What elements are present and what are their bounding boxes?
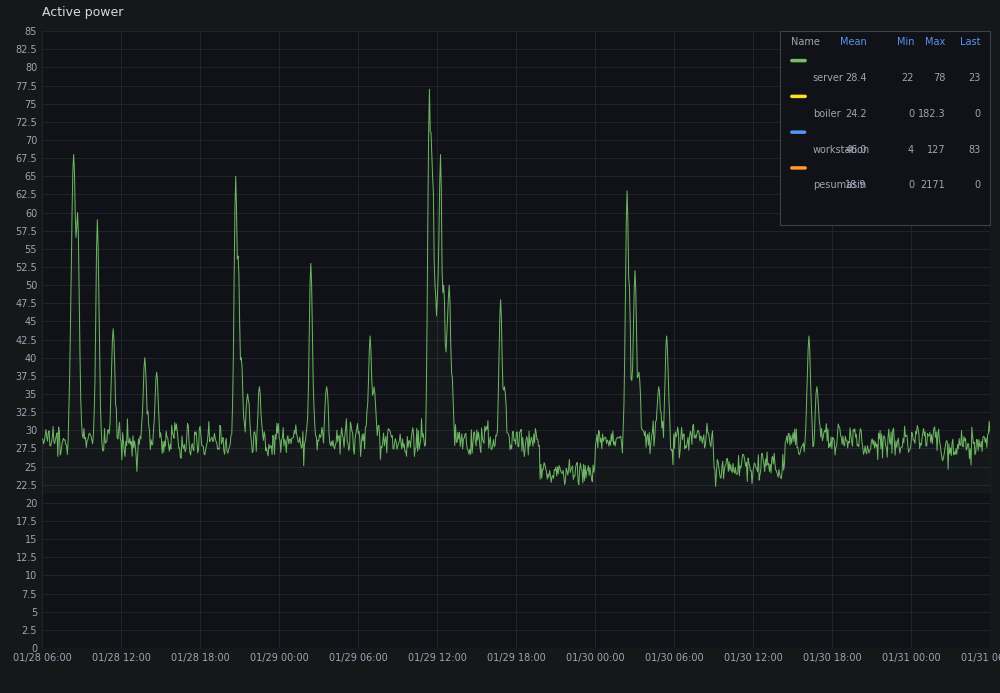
Text: 2171: 2171	[921, 180, 945, 191]
Text: 0: 0	[908, 180, 914, 191]
Text: Max: Max	[925, 37, 945, 47]
Text: 46.0: 46.0	[845, 145, 867, 155]
Text: 127: 127	[927, 145, 945, 155]
Text: Last: Last	[960, 37, 981, 47]
Text: Name: Name	[791, 37, 820, 47]
Text: 24.2: 24.2	[845, 109, 867, 119]
Text: 22: 22	[902, 73, 914, 83]
Text: 18.9: 18.9	[845, 180, 867, 191]
Text: workstation: workstation	[813, 145, 870, 155]
Text: workstation: workstation	[813, 145, 870, 155]
Text: Mean: Mean	[840, 37, 867, 47]
Text: 0: 0	[974, 180, 981, 191]
Text: 28.4: 28.4	[845, 73, 867, 83]
Text: 23: 23	[968, 73, 981, 83]
Text: 22: 22	[902, 73, 914, 83]
Text: 78: 78	[933, 73, 945, 83]
Text: pesumasin: pesumasin	[813, 180, 866, 191]
Text: 4: 4	[908, 145, 914, 155]
Text: 182.3: 182.3	[918, 109, 945, 119]
Text: 0: 0	[908, 109, 914, 119]
Text: server: server	[813, 73, 844, 83]
Text: 0: 0	[974, 109, 981, 119]
Text: 24.2: 24.2	[845, 109, 867, 119]
Text: Name: Name	[791, 37, 820, 47]
Text: 78: 78	[933, 73, 945, 83]
Bar	[780, 31, 990, 225]
Text: 46.0: 46.0	[845, 145, 867, 155]
Text: pesumasin: pesumasin	[813, 180, 866, 191]
Text: Last: Last	[960, 37, 981, 47]
Text: boiler: boiler	[813, 109, 840, 119]
Text: Mean: Mean	[840, 37, 867, 47]
Text: Min: Min	[897, 37, 914, 47]
Text: 23: 23	[968, 73, 981, 83]
Text: 18.9: 18.9	[845, 180, 867, 191]
Text: 83: 83	[968, 145, 981, 155]
Text: boiler: boiler	[813, 109, 840, 119]
Text: 0: 0	[908, 109, 914, 119]
Text: Active power: Active power	[42, 6, 123, 19]
Text: Max: Max	[925, 37, 945, 47]
Text: 2171: 2171	[921, 180, 945, 191]
Text: 83: 83	[968, 145, 981, 155]
Text: server: server	[813, 73, 844, 83]
Text: 4: 4	[908, 145, 914, 155]
Text: 182.3: 182.3	[918, 109, 945, 119]
Text: 127: 127	[927, 145, 945, 155]
Text: 28.4: 28.4	[845, 73, 867, 83]
Text: 0: 0	[974, 109, 981, 119]
Text: 0: 0	[908, 180, 914, 191]
Text: 0: 0	[974, 180, 981, 191]
Text: Min: Min	[897, 37, 914, 47]
